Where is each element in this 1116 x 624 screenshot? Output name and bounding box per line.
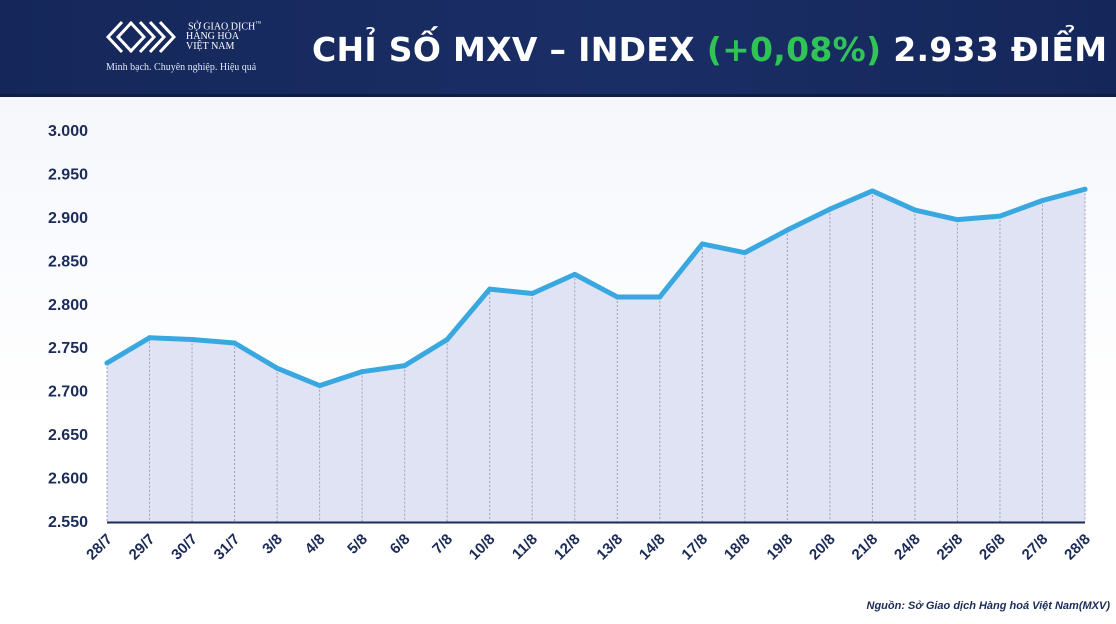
trademark-symbol: ™: [255, 21, 262, 27]
data-point: [1082, 186, 1088, 192]
x-tick-label: 21/8: [849, 531, 882, 564]
logo-name: SỞ GIAO DỊCH™ HÀNG HÓA VIỆT NAM: [186, 19, 318, 53]
data-point: [869, 188, 875, 194]
series-line: [104, 186, 1088, 389]
x-tick-label: 19/8: [764, 531, 797, 564]
data-point: [997, 213, 1003, 219]
x-tick-label: 30/7: [168, 531, 201, 564]
title-change: (+0,08%): [706, 30, 882, 69]
data-point: [359, 369, 365, 375]
y-tick-label: 2.950: [48, 166, 88, 183]
data-point: [147, 335, 153, 341]
data-point: [954, 217, 960, 223]
data-point: [657, 294, 663, 300]
logo-tagline: Minh bạch. Chuyên nghiệp. Hiệu quả: [106, 62, 257, 73]
data-point: [189, 337, 195, 343]
x-tick-label: 25/8: [934, 531, 967, 564]
x-tick-label: 5/8: [344, 531, 371, 558]
x-tick-label: 7/8: [429, 531, 456, 558]
title-prefix: CHỈ SỐ MXV – INDEX: [312, 30, 695, 69]
x-tick-label: 18/8: [721, 531, 754, 564]
data-point: [274, 365, 280, 371]
area-fill: [107, 189, 1085, 522]
x-tick-label: 24/8: [891, 531, 924, 564]
x-tick-label: 10/8: [466, 531, 499, 564]
data-point: [784, 227, 790, 233]
x-tick-label: 31/7: [211, 531, 244, 564]
title-suffix: 2.933 ĐIỂM: [893, 30, 1108, 69]
data-point: [1039, 198, 1045, 204]
y-tick-label: 2.600: [48, 471, 88, 488]
data-point: [572, 271, 578, 277]
logo-line-3: VIỆT NAM: [186, 41, 235, 53]
data-point: [614, 294, 620, 300]
data-point: [827, 206, 833, 212]
y-tick-label: 2.700: [48, 384, 88, 401]
mxv-diamond-logo-icon: [105, 20, 176, 54]
data-point: [912, 207, 918, 213]
x-tick-label: 28/7: [83, 531, 116, 564]
data-point: [742, 250, 748, 256]
x-tick-label: 14/8: [636, 531, 669, 564]
logo-line-2: HÀNG HÓA: [186, 31, 240, 43]
x-tick-label: 3/8: [259, 531, 286, 558]
y-tick-label: 2.550: [48, 514, 88, 531]
y-tick-label: 2.750: [48, 340, 88, 357]
header-banner: SỞ GIAO DỊCH™ HÀNG HÓA VIỆT NAM Minh bạc…: [0, 0, 1116, 97]
data-point: [317, 383, 323, 389]
x-tick-label: 29/7: [126, 531, 159, 564]
data-point: [402, 363, 408, 369]
x-tick-label: 28/8: [1061, 531, 1094, 564]
source-note: Nguồn: Sở Giao dịch Hàng hoá Việt Nam(MX…: [866, 600, 1111, 612]
data-point: [104, 360, 110, 366]
y-tick-label: 2.850: [48, 253, 88, 270]
logo-line-1: SỞ GIAO DỊCH: [188, 21, 256, 33]
y-tick-label: 2.900: [48, 210, 88, 227]
data-point: [444, 337, 450, 343]
x-tick-label: 6/8: [387, 531, 414, 558]
data-point: [529, 290, 535, 296]
x-tick-label: 26/8: [976, 531, 1009, 564]
x-tick-label: 11/8: [509, 531, 541, 563]
data-point: [699, 241, 705, 247]
mxv-index-chart: 3.000 2.950 2.900 2.850 2.800 2.750 2.700 2.650…: [48, 123, 1094, 564]
x-tick-label: 17/8: [678, 531, 711, 564]
y-tick-label: 2.800: [48, 297, 88, 314]
x-tick-label: 27/8: [1019, 531, 1052, 564]
x-tick-label: 12/8: [551, 531, 584, 564]
x-tick-label: 4/8: [302, 531, 329, 558]
y-tick-label: 2.650: [48, 427, 88, 444]
x-tick-label: 20/8: [806, 531, 839, 564]
data-point: [232, 340, 238, 346]
data-point: [487, 286, 493, 292]
x-tick-label: 13/8: [593, 531, 626, 564]
y-tick-label: 3.000: [48, 123, 88, 140]
page-title: CHỈ SỐ MXV – INDEX (+0,08%) 2.933 ĐIỂM: [312, 28, 1107, 72]
